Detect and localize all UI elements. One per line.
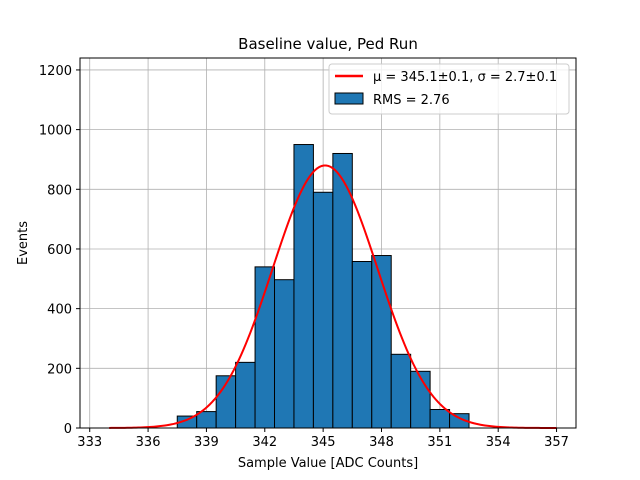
histogram-bar (274, 279, 295, 429)
x-tick-label: 351 (427, 435, 452, 450)
histogram-bar (390, 353, 412, 429)
histogram-bar (351, 261, 373, 429)
histogram-bar (410, 370, 431, 429)
plot-frame (79, 57, 577, 429)
histogram-bar (429, 409, 451, 429)
y-tick-label: 800 (47, 183, 72, 198)
x-tick-label: 342 (252, 435, 277, 450)
gaussian-fit-curve (109, 164, 557, 429)
y-axis-label: Events (16, 221, 31, 265)
legend-rms-label: RMS = 2.76 (373, 93, 450, 108)
x-tick-label: 357 (544, 435, 569, 450)
x-tick-label: 348 (369, 435, 394, 450)
histogram-bar (235, 361, 256, 429)
x-tick-label: 339 (194, 435, 219, 450)
legend-rms-swatch (334, 92, 364, 105)
histogram-bars (176, 144, 470, 429)
y-tick-label: 1200 (39, 64, 72, 79)
y-tick-label: 200 (47, 362, 72, 377)
x-tick-label: 333 (77, 435, 102, 450)
x-axis-ticks: 333 336 339 342 345 348 351 354 357 (77, 428, 569, 450)
histogram-bar (332, 152, 353, 429)
y-tick-label: 0 (64, 422, 72, 437)
legend: μ = 345.1±0.1, σ = 2.7±0.1 RMS = 2.76 (328, 63, 570, 115)
x-tick-label: 354 (486, 435, 511, 450)
legend-box (328, 63, 570, 115)
y-tick-label: 400 (47, 303, 72, 318)
histogram-bar (312, 191, 334, 429)
x-axis-label: Sample Value [ADC Counts] (238, 456, 418, 471)
legend-fit-label: μ = 345.1±0.1, σ = 2.7±0.1 (373, 70, 557, 85)
chart-title: Baseline value, Ped Run (238, 35, 418, 53)
x-tick-label: 336 (136, 435, 161, 450)
x-tick-label: 345 (311, 435, 336, 450)
y-tick-label: 600 (47, 243, 72, 258)
y-axis-ticks: 0 200 400 600 800 1000 1200 (39, 64, 80, 437)
y-tick-label: 1000 (39, 124, 72, 139)
